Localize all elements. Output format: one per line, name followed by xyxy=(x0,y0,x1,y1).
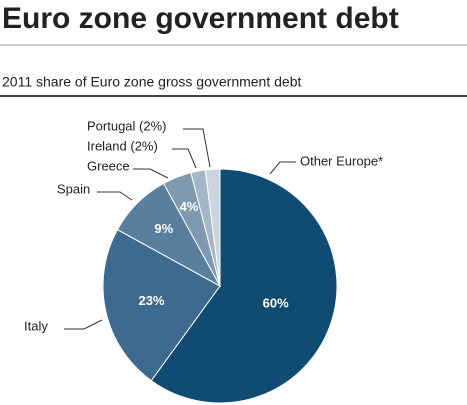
value-label: 23% xyxy=(138,293,164,308)
category-label: Other Europe* xyxy=(300,153,383,168)
chart-subtitle: 2011 share of Euro zone gross government… xyxy=(2,74,301,90)
value-label: 9% xyxy=(154,221,173,236)
leader-line xyxy=(269,161,296,175)
value-label: 60% xyxy=(263,296,289,311)
category-label: Greece xyxy=(87,158,130,173)
leader-line xyxy=(64,319,103,330)
leader-line xyxy=(172,148,197,169)
pie-slice xyxy=(204,168,221,287)
pie-slice xyxy=(150,168,338,404)
leader-line xyxy=(133,168,169,179)
category-label: Italy xyxy=(24,318,48,333)
value-label: 4% xyxy=(180,199,199,214)
category-label: Portugal (2%) xyxy=(87,118,166,133)
chart-title: Euro zone government debt xyxy=(2,2,399,35)
leader-line xyxy=(183,128,211,168)
category-label: Ireland (2%) xyxy=(87,138,158,153)
leader-line xyxy=(97,191,133,201)
category-label: Spain xyxy=(57,181,90,196)
pie-slice xyxy=(102,228,221,382)
